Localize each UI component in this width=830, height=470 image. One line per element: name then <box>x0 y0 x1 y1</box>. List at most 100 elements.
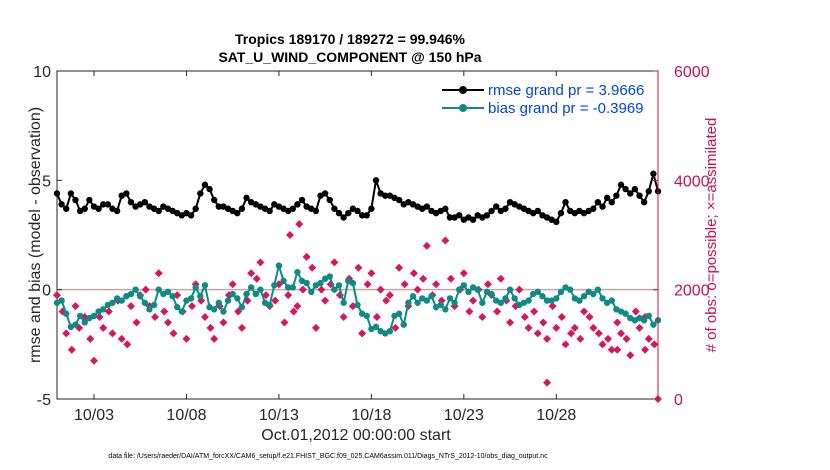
obs-assimilated-marker <box>123 340 132 349</box>
y-axis-ticks: -5 0 5 10 <box>33 64 62 409</box>
y-tick-label: 10 <box>33 64 51 81</box>
bias-point <box>100 306 107 313</box>
y-right-tick-label: 0 <box>674 392 683 409</box>
rmse-point <box>100 201 107 208</box>
bias-point <box>414 299 421 306</box>
obs-assimilated-marker <box>95 313 104 321</box>
obs-assimilated-marker <box>400 280 409 289</box>
obs-assimilated-marker <box>104 307 113 316</box>
bias-point <box>164 288 172 296</box>
bias-point <box>76 312 84 320</box>
bias-point <box>488 290 495 298</box>
obs-assimilated-marker <box>409 269 418 278</box>
bias-point <box>150 301 158 309</box>
obs-assimilated-marker <box>594 329 603 338</box>
bias-point <box>594 286 602 293</box>
bias-point <box>146 306 153 313</box>
obs-assimilated-marker <box>295 220 304 229</box>
obs-assimilated-marker <box>99 323 108 332</box>
obs-assimilated-marker <box>515 285 524 294</box>
bias-point <box>645 312 652 320</box>
rmse-point <box>95 205 102 212</box>
obs-assimilated-marker <box>391 323 400 332</box>
obs-assimilated-marker <box>354 263 363 272</box>
obs-assimilated-marker <box>520 313 529 321</box>
rmse-point <box>123 190 130 197</box>
rmse-point <box>442 205 449 212</box>
obs-assimilated-marker <box>613 345 622 354</box>
bias-point <box>354 301 361 309</box>
obs-assimilated-marker <box>210 334 219 343</box>
obs-assimilated-marker <box>237 323 246 332</box>
bias-point <box>349 279 357 287</box>
bias-point <box>576 297 583 304</box>
rmse-point <box>640 199 648 206</box>
rmse-point <box>372 177 380 184</box>
bias-point <box>409 293 417 300</box>
bias-point <box>266 301 273 309</box>
rmse-point <box>210 196 218 204</box>
bias-point <box>234 295 241 302</box>
bias-point <box>201 282 209 289</box>
obs-assimilated-marker <box>219 318 228 327</box>
bias-point <box>442 306 449 313</box>
obs-assimilated-marker <box>631 307 640 316</box>
bias-point <box>543 297 551 304</box>
obs-assimilated-marker <box>284 291 293 300</box>
bias-point <box>229 290 236 298</box>
obs-assimilated-marker <box>530 307 539 316</box>
rmse-point <box>215 203 223 210</box>
bias-point <box>109 299 116 306</box>
obs-assimilated-marker <box>367 269 376 278</box>
x-tick-label: 10/03 <box>74 407 114 424</box>
bias-point <box>58 297 65 304</box>
obs-assimilated-marker <box>376 285 385 294</box>
rmse-point <box>192 205 199 212</box>
rmse-point <box>423 203 431 210</box>
rmse-point <box>358 212 366 219</box>
rmse-point <box>67 190 75 197</box>
bias-point <box>474 286 481 293</box>
rmse-point <box>298 196 306 204</box>
obs-assimilated-marker <box>256 258 265 267</box>
bias-point <box>257 286 264 293</box>
chart-subtitle: SAT_U_WIND_COMPONENT @ 150 hPa <box>218 49 481 65</box>
rmse-point <box>113 207 121 215</box>
y-right-tick-label: 2000 <box>674 283 710 300</box>
bias-point <box>317 279 324 287</box>
x-axis-label: Oct.01,2012 00:00:00 start <box>261 427 451 444</box>
bias-point <box>210 306 218 313</box>
rmse-point <box>622 185 629 193</box>
rmse-point <box>155 207 162 215</box>
y-right-tick-label: 6000 <box>674 64 710 81</box>
bias-point <box>155 286 162 293</box>
obs-assimilated-marker <box>524 323 533 332</box>
bias-point <box>127 290 135 298</box>
obs-assimilated-marker <box>372 313 381 321</box>
obs-assimilated-marker <box>465 307 474 316</box>
obs-assimilated-marker <box>308 263 317 272</box>
obs-assimilated-marker <box>302 252 311 261</box>
bias-point <box>141 299 149 306</box>
legend-bias-marker <box>459 104 467 112</box>
rmse-point <box>645 188 652 195</box>
obs-assimilated-marker <box>339 313 348 321</box>
rmse-point <box>492 203 500 210</box>
obs-assimilated-marker <box>567 329 576 338</box>
rmse-point <box>469 216 477 223</box>
bias-point <box>400 321 407 328</box>
rmse-point <box>72 196 79 204</box>
rmse-point <box>340 214 347 221</box>
obs-assimilated-marker <box>321 296 330 305</box>
legend: rmse grand pr = 3.9666 bias grand pr = -… <box>442 82 644 117</box>
obs-assimilated-marker <box>635 323 644 332</box>
obs-assimilated-marker <box>539 318 548 327</box>
obs-assimilated-marker <box>206 323 215 332</box>
bias-point <box>506 286 514 293</box>
obs-assimilated-marker <box>62 329 71 338</box>
obs-assimilated-marker <box>293 302 302 311</box>
data-file-note: data file: /Users/raeder/DAI/ATM_forcXX/… <box>108 453 548 460</box>
obs-assimilated-marker <box>413 285 422 294</box>
rmse-point <box>562 199 569 206</box>
y-tick-label: -5 <box>37 392 51 409</box>
